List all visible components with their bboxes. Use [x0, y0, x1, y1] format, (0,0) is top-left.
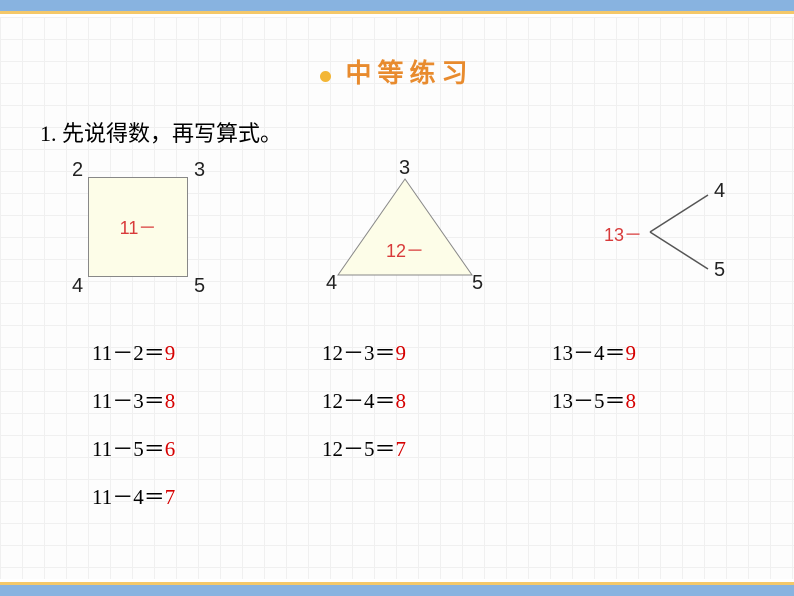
square-top-left: 2	[72, 159, 83, 182]
branch-center-label: 13－	[604, 221, 642, 247]
branch-diagram: 13－ 4 5	[590, 177, 760, 297]
square-bottom-left: 4	[72, 275, 83, 298]
equation-column-3: 13－4＝913－5＝8	[552, 337, 636, 511]
equation: 12－4＝8	[322, 385, 552, 415]
equation: 11－4＝7	[92, 481, 322, 511]
equation-lhs: 13－4＝	[552, 341, 626, 365]
equation-lhs: 12－3＝	[322, 341, 396, 365]
bottom-border	[0, 582, 794, 596]
equation-lhs: 11－5＝	[92, 437, 165, 461]
triangle-center-label: 12－	[386, 237, 424, 263]
equation-answer: 9	[165, 341, 176, 365]
equation-lhs: 11－2＝	[92, 341, 165, 365]
triangle-bottom-left: 4	[326, 272, 337, 295]
equation: 13－5＝8	[552, 385, 636, 415]
triangle-top: 3	[399, 157, 410, 180]
page-content: 中等练习 1. 先说得数，再写算式。 11－ 2 3 4 5 3 4 5 12－	[0, 17, 794, 579]
equation-column-2: 12－3＝912－4＝812－5＝7	[322, 337, 552, 511]
equation: 11－5＝6	[92, 433, 322, 463]
page-title: 中等练习	[0, 53, 794, 90]
triangle-bottom-right: 5	[472, 272, 483, 295]
title-dot-icon	[320, 71, 331, 82]
equation: 11－3＝8	[92, 385, 322, 415]
equation-answer: 6	[165, 437, 176, 461]
equation: 13－4＝9	[552, 337, 636, 367]
triangle-shape	[320, 167, 490, 287]
square-center-label: 11－	[120, 214, 157, 240]
title-text: 中等练习	[345, 59, 473, 88]
equation-answer: 7	[165, 485, 176, 509]
square-box: 11－	[88, 177, 188, 277]
square-bottom-right: 5	[194, 275, 205, 298]
equation-column-1: 11－2＝911－3＝811－5＝611－4＝7	[92, 337, 322, 511]
equation-answer: 7	[396, 437, 407, 461]
equation-lhs: 11－4＝	[92, 485, 165, 509]
equation-answer: 8	[396, 389, 407, 413]
equations-area: 11－2＝911－3＝811－5＝611－4＝7 12－3＝912－4＝812－…	[0, 337, 794, 511]
equation-lhs: 11－3＝	[92, 389, 165, 413]
equation: 12－5＝7	[322, 433, 552, 463]
instruction-text: 1. 先说得数，再写算式。	[40, 116, 794, 148]
triangle-diagram: 3 4 5 12－	[320, 167, 500, 297]
equation-answer: 9	[396, 341, 407, 365]
branch-top: 4	[714, 180, 725, 203]
top-border	[0, 0, 794, 14]
diagrams-row: 11－ 2 3 4 5 3 4 5 12－ 13－ 4 5	[60, 167, 754, 317]
square-top-right: 3	[194, 159, 205, 182]
equation-answer: 8	[626, 389, 637, 413]
square-diagram: 11－ 2 3 4 5	[60, 167, 220, 297]
equation-lhs: 12－4＝	[322, 389, 396, 413]
equation: 11－2＝9	[92, 337, 322, 367]
equation-lhs: 13－5＝	[552, 389, 626, 413]
equation-answer: 8	[165, 389, 176, 413]
equation-lhs: 12－5＝	[322, 437, 396, 461]
branch-bottom: 5	[714, 259, 725, 282]
equation: 12－3＝9	[322, 337, 552, 367]
equation-answer: 9	[626, 341, 637, 365]
